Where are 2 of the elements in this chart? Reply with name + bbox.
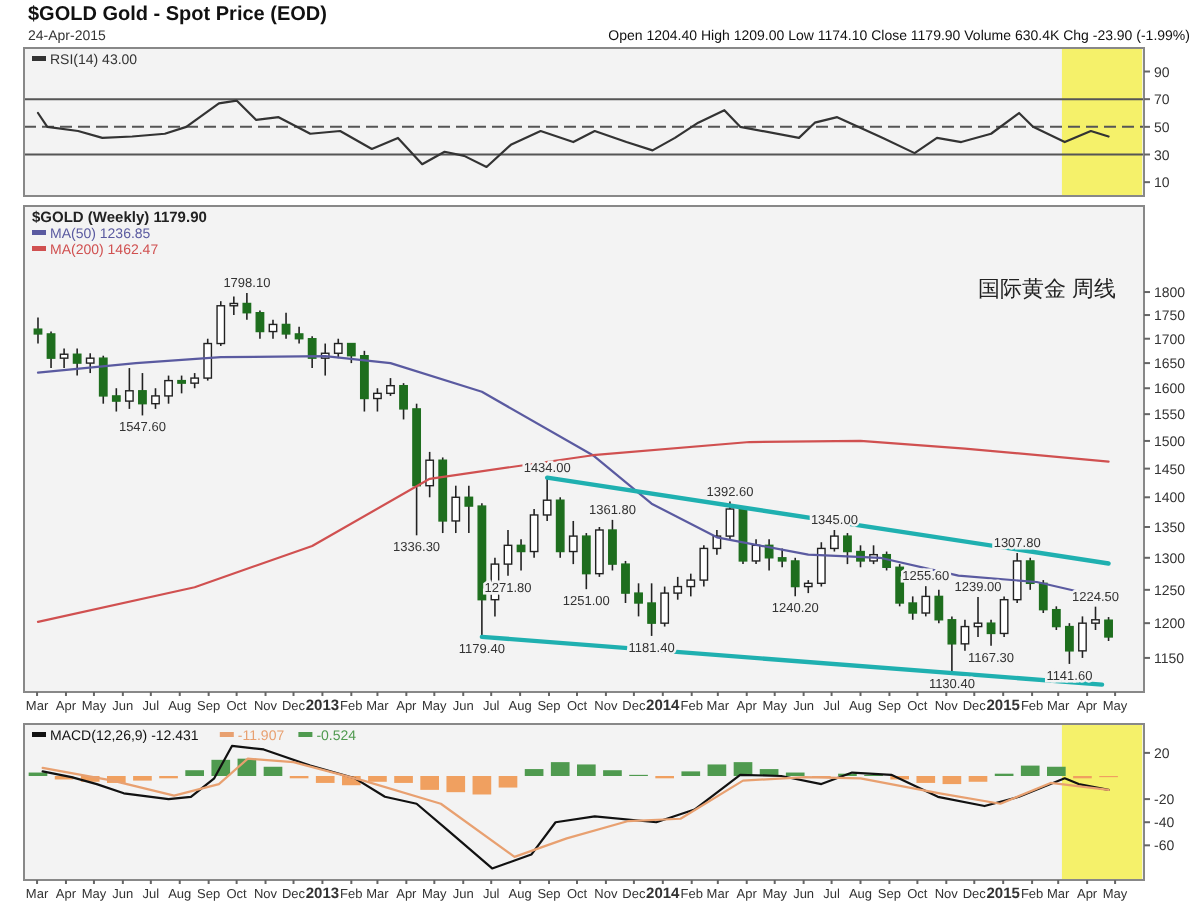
chart-title: $GOLD Gold - Spot Price (EOD): [28, 4, 327, 26]
annotation: 国际黄金 周线: [977, 276, 1116, 302]
